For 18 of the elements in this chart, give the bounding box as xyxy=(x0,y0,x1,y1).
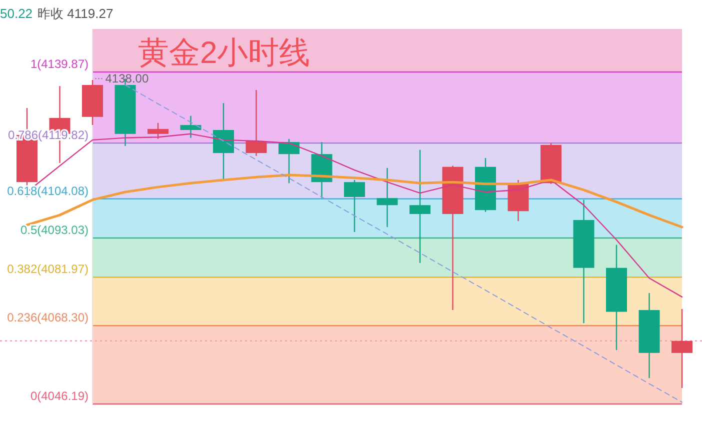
ref-line-label: 0.236(4068.30) xyxy=(7,310,88,325)
ref-line-label: 1(4139.87) xyxy=(30,56,88,71)
chart-title: 黄金2小时线 xyxy=(138,35,310,70)
candlestick xyxy=(410,149,430,264)
candlestick xyxy=(376,167,398,228)
candlestick xyxy=(148,122,168,140)
annotation: 4138.00 xyxy=(105,72,149,86)
candlestick xyxy=(213,102,234,181)
ref-line-label: 0.382(4081.97) xyxy=(7,262,88,276)
candlestick xyxy=(246,89,267,156)
ref-line-label: 0.5(4093.03) xyxy=(20,222,88,237)
text: 50.22 xyxy=(0,6,33,21)
ref-line-label: 0(4046.19) xyxy=(30,389,88,403)
candlestick xyxy=(344,179,365,233)
candlestick xyxy=(672,308,692,389)
text: 昨收 4119.27 xyxy=(38,6,114,21)
candlestick xyxy=(180,115,202,138)
candlestick xyxy=(278,138,300,184)
